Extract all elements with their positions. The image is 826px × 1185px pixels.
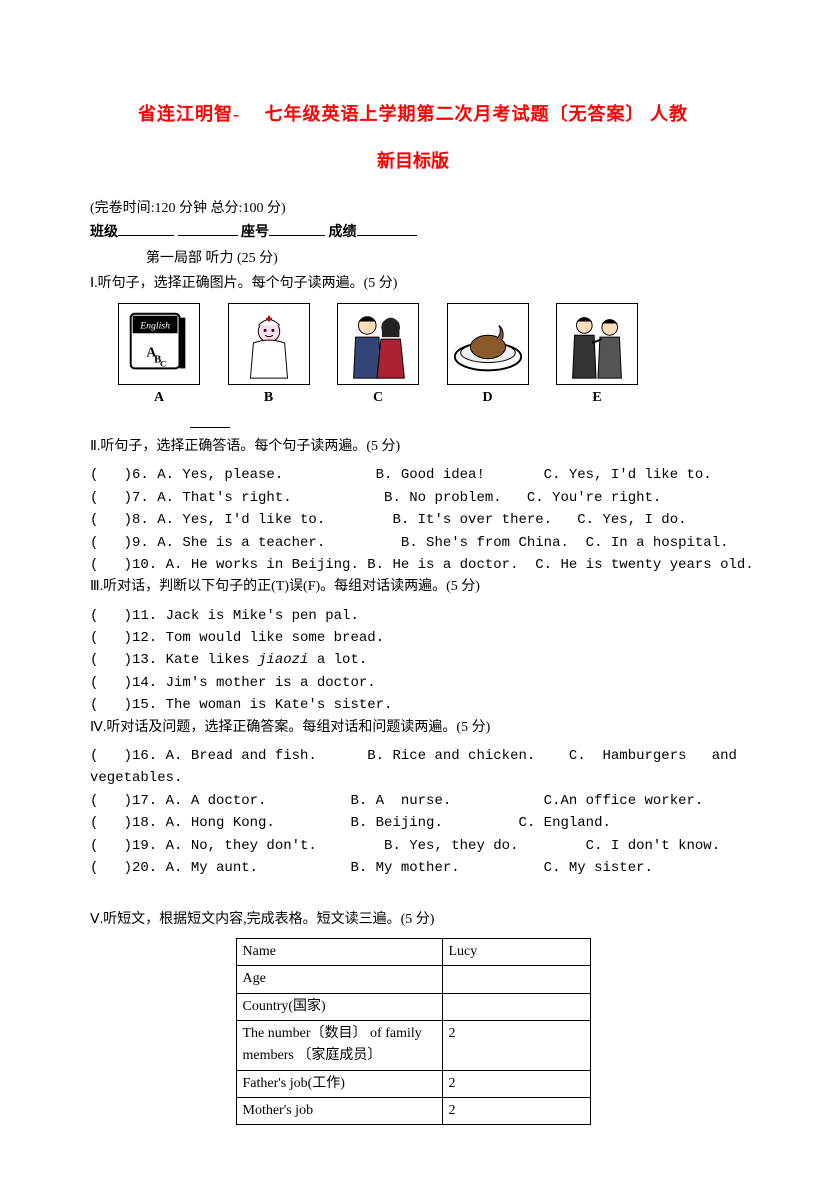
label-seat: 座号 [241,225,269,240]
cell: 2 [442,1098,590,1125]
q13: ( )13. Kate likes jiaozi a lot. [90,649,736,671]
blank-name [178,235,238,236]
option-B: B [228,303,310,409]
option-D: D [447,303,529,409]
label-D: D [447,387,529,409]
instr-II: Ⅱ.听句子，选择正确答语。每个句子读两遍。(5 分) [90,436,736,458]
table-row: Age [236,966,590,993]
cell: Age [236,966,442,993]
picture-A-book-icon: English A B C [118,303,200,385]
q8: ( )8. A. Yes, I'd like to. B. It's over … [90,509,736,531]
instr-III: Ⅲ.听对话，判断以下句子的正(T)误(F)。每组对话读两遍。(5 分) [90,576,736,598]
picture-E-people-talking-icon [556,303,638,385]
label-E: E [556,387,638,409]
q12: ( )12. Tom would like some bread. [90,627,736,649]
picture-B-nurse-icon [228,303,310,385]
vertical-spacer [90,879,736,909]
q13a: ( )13. Kate likes [90,652,258,668]
q20: ( )20. A. My aunt. B. My mother. C. My s… [90,857,736,879]
label-B: B [228,387,310,409]
table-row: Father's job(工作)2 [236,1070,590,1097]
cell: 2 [442,1070,590,1097]
document-page: 省连江明智- 七年级英语上学期第二次月考试题〔无答案〕 人教 新目标版 (完卷时… [0,0,826,1185]
small-underline-row [90,414,736,436]
option-E: E [556,303,638,409]
table-row: Country(国家) [236,993,590,1020]
instr-V: Ⅴ.听短文，根据短文内容,完成表格。短文读三遍。(5 分) [90,909,736,931]
q13-italic: jiaozi [258,652,308,668]
q17: ( )17. A. A doctor. B. A nurse. C.An off… [90,790,736,812]
exam-meta: (完卷时间:120 分钟 总分:100 分) [90,198,736,220]
picture-D-dish-icon [447,303,529,385]
q15: ( )15. The woman is Kate's sister. [90,694,736,716]
table-row: Mother's job2 [236,1098,590,1125]
svg-text:C: C [160,359,166,369]
q7: ( )7. A. That's right. B. No problem. C.… [90,487,736,509]
q9: ( )9. A. She is a teacher. B. She's from… [90,532,736,554]
q18: ( )18. A. Hong Kong. B. Beijing. C. Engl… [90,812,736,834]
cell: Father's job(工作) [236,1070,442,1097]
blank-score [357,235,417,236]
label-score: 成绩 [329,225,357,240]
q6: ( )6. A. Yes, please. B. Good idea! C. Y… [90,464,736,486]
cell: Mother's job [236,1098,442,1125]
q13b: a lot. [308,652,367,668]
cell: 2 [442,1020,590,1070]
table-row: The number〔数目〕 of family members 〔家庭成员〕2 [236,1020,590,1070]
cell: The number〔数目〕 of family members 〔家庭成员〕 [236,1020,442,1070]
picture-C-couple-icon [337,303,419,385]
q16a: ( )16. A. Bread and fish. B. Rice and ch… [90,745,736,767]
part1-title: 第一局部 听力 (25 分) [90,248,736,270]
listening-table: NameLucy Age Country(国家) The number〔数目〕 … [236,938,591,1126]
cell: Country(国家) [236,993,442,1020]
option-A: English A B C A [118,303,200,409]
label-class: 班级 [90,225,118,240]
q11: ( )11. Jack is Mike's pen pal. [90,605,736,627]
label-A: A [118,387,200,409]
q10: ( )10. A. He works in Beijing. B. He is … [90,554,736,576]
table-wrap: NameLucy Age Country(国家) The number〔数目〕 … [90,938,736,1126]
label-C: C [337,387,419,409]
cell: Name [236,938,442,965]
form-row: 班级 座号 成绩 [90,222,736,244]
option-C: C [337,303,419,409]
title-line-2: 新目标版 [90,147,736,176]
table-row: NameLucy [236,938,590,965]
blank-seat [269,235,325,236]
cell [442,993,590,1020]
picture-options-row: English A B C A [118,303,638,409]
instr-IV: Ⅳ.听对话及问题，选择正确答案。每组对话和问题读两遍。(5 分) [90,717,736,739]
q19: ( )19. A. No, they don't. B. Yes, they d… [90,835,736,857]
cell [442,966,590,993]
title-line-1: 省连江明智- 七年级英语上学期第二次月考试题〔无答案〕 人教 [90,100,736,129]
instr-I: Ⅰ.听句子，选择正确图片。每个句子读两遍。(5 分) [90,273,736,295]
cell: Lucy [442,938,590,965]
blank-class [118,235,174,236]
q14: ( )14. Jim's mother is a doctor. [90,672,736,694]
svg-text:English: English [139,321,170,332]
q16b: vegetables. [90,767,736,789]
